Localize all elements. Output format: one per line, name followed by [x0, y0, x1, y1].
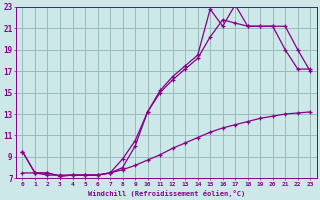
X-axis label: Windchill (Refroidissement éolien,°C): Windchill (Refroidissement éolien,°C) — [88, 190, 245, 197]
